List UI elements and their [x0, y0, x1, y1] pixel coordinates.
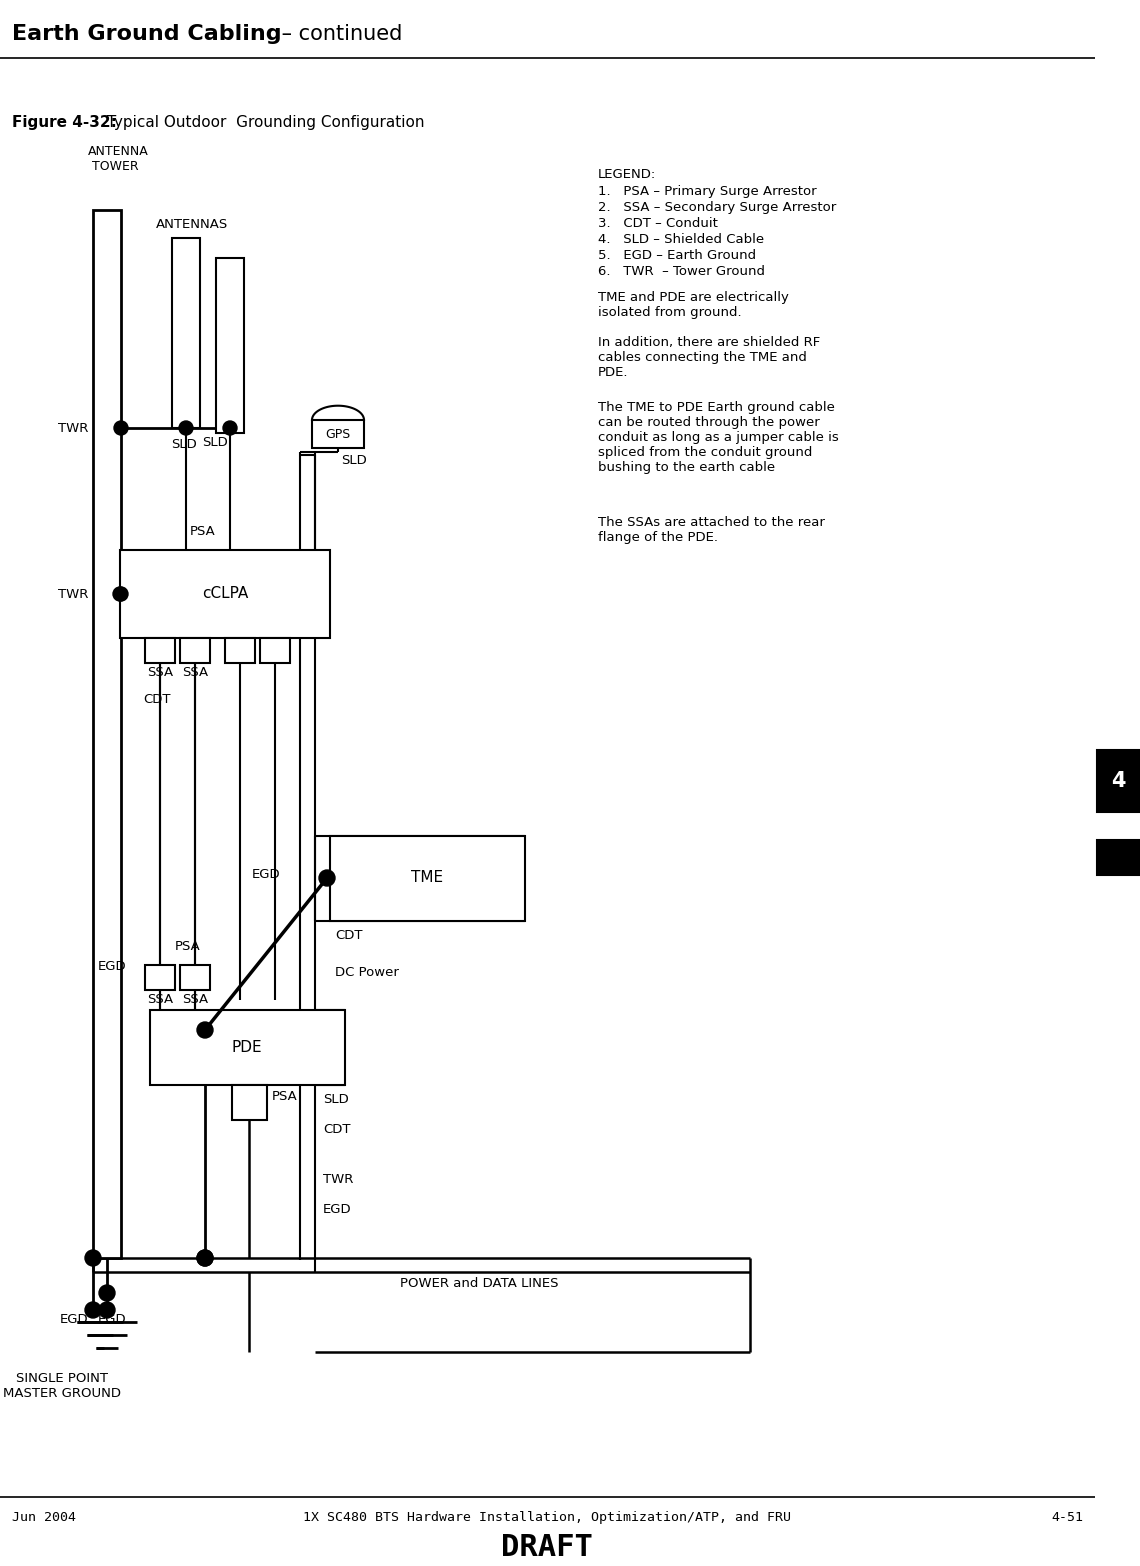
- Text: Typical Outdoor  Grounding Configuration: Typical Outdoor Grounding Configuration: [101, 114, 424, 130]
- Bar: [233, 1085, 267, 1120]
- Circle shape: [114, 587, 128, 601]
- Bar: [225, 637, 255, 662]
- Text: 4-51: 4-51: [1051, 1511, 1083, 1524]
- Text: SLD: SLD: [202, 435, 228, 449]
- Text: ANTENNA
 TOWER: ANTENNA TOWER: [88, 146, 148, 172]
- Text: The SSAs are attached to the rear
flange of the PDE.: The SSAs are attached to the rear flange…: [598, 517, 825, 543]
- Text: SLD: SLD: [341, 454, 367, 467]
- Text: 6.   TWR  – Tower Ground: 6. TWR – Tower Ground: [598, 265, 765, 279]
- Text: SSA: SSA: [182, 993, 209, 1005]
- Text: TWR: TWR: [58, 421, 88, 434]
- Bar: [93, 210, 121, 1257]
- Text: Earth Ground Cabling: Earth Ground Cabling: [13, 23, 282, 44]
- Text: TWR: TWR: [58, 587, 88, 600]
- Bar: [180, 965, 210, 990]
- Circle shape: [99, 1286, 115, 1301]
- Text: EGD: EGD: [323, 1203, 351, 1217]
- Circle shape: [223, 421, 237, 435]
- Text: ANTENNAS: ANTENNAS: [156, 218, 228, 232]
- Text: 5.   EGD – Earth Ground: 5. EGD – Earth Ground: [598, 249, 756, 262]
- Bar: [180, 637, 210, 662]
- Text: EGD: EGD: [98, 960, 127, 972]
- Text: 4: 4: [1110, 770, 1125, 791]
- Text: The TME to PDE Earth ground cable
can be routed through the power
conduit as lon: The TME to PDE Earth ground cable can be…: [598, 401, 839, 474]
- Text: SLD: SLD: [323, 1093, 349, 1106]
- Bar: [120, 550, 329, 637]
- Text: SSA: SSA: [147, 993, 173, 1005]
- Bar: [150, 1010, 345, 1085]
- Text: cCLPA: cCLPA: [202, 587, 249, 601]
- Text: TWR: TWR: [323, 1173, 353, 1185]
- Text: EGD: EGD: [59, 1312, 88, 1326]
- Text: CDT: CDT: [323, 1123, 350, 1135]
- Circle shape: [99, 1301, 115, 1319]
- Text: SSA: SSA: [182, 666, 209, 680]
- Text: CDT: CDT: [335, 929, 363, 943]
- Text: SLD: SLD: [171, 438, 197, 451]
- Bar: [1097, 839, 1140, 875]
- Bar: [145, 965, 176, 990]
- Text: TME and PDE are electrically
isolated from ground.: TME and PDE are electrically isolated fr…: [598, 291, 789, 319]
- Text: DRAFT: DRAFT: [502, 1533, 593, 1561]
- Text: 1X SC480 BTS Hardware Installation, Optimization/ATP, and FRU: 1X SC480 BTS Hardware Installation, Opti…: [303, 1511, 791, 1524]
- Text: TME: TME: [410, 871, 443, 885]
- Text: PSA: PSA: [190, 525, 215, 539]
- Bar: [329, 836, 526, 921]
- Bar: [312, 420, 364, 448]
- Text: 4.   SLD – Shielded Cable: 4. SLD – Shielded Cable: [598, 233, 764, 246]
- Circle shape: [197, 1250, 213, 1265]
- Bar: [215, 258, 244, 434]
- Circle shape: [179, 421, 193, 435]
- Text: In addition, there are shielded RF
cables connecting the TME and
PDE.: In addition, there are shielded RF cable…: [598, 337, 821, 379]
- Text: SSA: SSA: [147, 666, 173, 680]
- Circle shape: [197, 1023, 213, 1038]
- Text: PSA: PSA: [176, 940, 201, 954]
- Circle shape: [86, 1250, 101, 1265]
- Circle shape: [114, 421, 128, 435]
- Text: POWER and DATA LINES: POWER and DATA LINES: [400, 1276, 559, 1290]
- Text: CDT: CDT: [142, 694, 171, 706]
- Text: EGD: EGD: [252, 868, 280, 882]
- Text: Jun 2004: Jun 2004: [13, 1511, 76, 1524]
- Text: PDE: PDE: [231, 1040, 262, 1054]
- Circle shape: [113, 587, 127, 601]
- Bar: [1097, 750, 1140, 813]
- Bar: [260, 637, 290, 662]
- Circle shape: [197, 1250, 213, 1265]
- Text: PSA: PSA: [272, 1090, 298, 1102]
- Text: GPS: GPS: [325, 428, 351, 440]
- Bar: [172, 238, 199, 428]
- Circle shape: [86, 1301, 101, 1319]
- Text: LEGEND:: LEGEND:: [598, 168, 657, 182]
- Text: Figure 4-32:: Figure 4-32:: [13, 114, 117, 130]
- Text: 3.   CDT – Conduit: 3. CDT – Conduit: [598, 218, 718, 230]
- Circle shape: [319, 871, 335, 886]
- Text: SINGLE POINT
MASTER GROUND: SINGLE POINT MASTER GROUND: [3, 1372, 121, 1400]
- Text: 1.   PSA – Primary Surge Arrestor: 1. PSA – Primary Surge Arrestor: [598, 185, 816, 197]
- Text: – continued: – continued: [275, 23, 402, 44]
- Bar: [145, 637, 176, 662]
- Text: EGD: EGD: [98, 1312, 127, 1326]
- Text: DC Power: DC Power: [335, 966, 399, 979]
- Text: 2.   SSA – Secondary Surge Arrestor: 2. SSA – Secondary Surge Arrestor: [598, 200, 837, 215]
